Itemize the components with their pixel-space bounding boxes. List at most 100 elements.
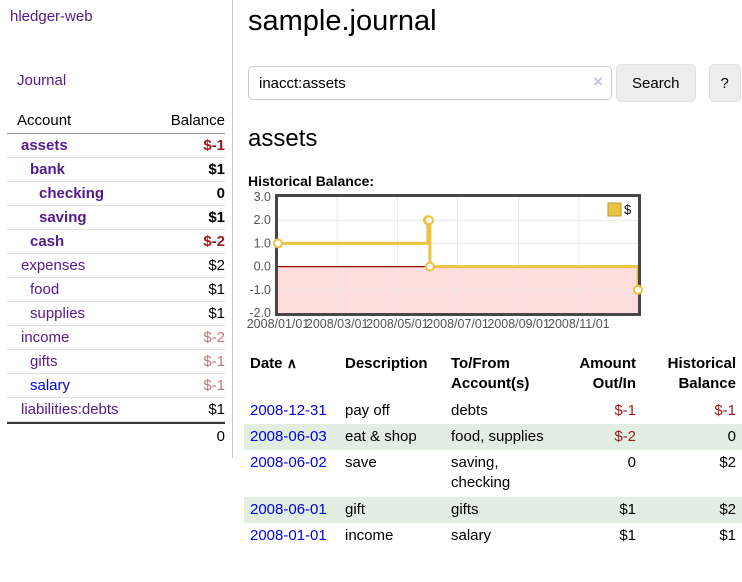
transaction-date-link[interactable]: 2008-06-02 <box>250 454 327 472</box>
transaction-description: pay off <box>345 401 390 419</box>
transaction-row: 2008-01-01 income salary $1 $1 <box>244 523 742 549</box>
account-row: salary $-1 <box>7 374 225 398</box>
sidebar-item-journal[interactable]: Journal <box>17 72 67 89</box>
transaction-amount: 0 <box>627 454 636 472</box>
transaction-date-link[interactable]: 2008-06-03 <box>250 427 327 445</box>
transaction-date-link[interactable]: 2008-01-01 <box>250 526 327 544</box>
svg-text:2008/11/01: 2008/11/01 <box>548 317 610 331</box>
account-row: checking 0 <box>7 182 225 206</box>
accounts-column-header: To/From Account(s) <box>451 355 530 392</box>
svg-text:-2.0: -2.0 <box>249 306 271 320</box>
register-table: Date ∧ Description To/From Account(s) Am… <box>244 352 742 549</box>
page-title: sample.journal <box>248 5 437 37</box>
account-balance: $1 <box>208 161 225 178</box>
transaction-row: 2008-06-02 save saving, checking 0 $2 <box>244 450 742 497</box>
balance-column-header-register: Historical Balance <box>667 355 736 392</box>
svg-text:2008/01/01: 2008/01/01 <box>247 317 310 331</box>
account-row: saving $1 <box>7 206 225 230</box>
account-balance: $-2 <box>203 329 225 346</box>
transaction-balance: 0 <box>727 427 736 445</box>
account-table-header: Account Balance <box>7 109 225 134</box>
chart-title: Historical Balance: <box>248 173 375 189</box>
svg-text:1.0: 1.0 <box>254 236 271 250</box>
account-link[interactable]: supplies <box>30 305 86 322</box>
transaction-date-link[interactable]: 2008-06-01 <box>250 500 327 518</box>
svg-text:2008/05/01: 2008/05/01 <box>366 317 429 331</box>
brand-link[interactable]: hledger-web <box>10 8 93 25</box>
transaction-accounts: salary <box>451 526 492 544</box>
account-link[interactable]: checking <box>39 185 105 202</box>
account-heading: assets <box>248 125 318 152</box>
clear-search-icon[interactable]: × <box>593 72 603 91</box>
account-row: food $1 <box>7 278 225 302</box>
account-row: income $-2 <box>7 326 225 350</box>
svg-text:2008/03/01: 2008/03/01 <box>306 317 369 331</box>
account-row: expenses $2 <box>7 254 225 278</box>
svg-text:0.0: 0.0 <box>254 260 271 274</box>
account-link[interactable]: saving <box>39 209 87 226</box>
transaction-description: eat & shop <box>345 427 417 445</box>
transaction-description: income <box>345 526 394 544</box>
account-balance: $-1 <box>203 353 225 370</box>
transaction-description: save <box>345 454 377 472</box>
transaction-accounts: food, supplies <box>451 427 544 445</box>
account-link[interactable]: income <box>21 329 70 346</box>
account-link[interactable]: expenses <box>21 257 86 274</box>
transaction-row: 2008-06-01 gift gifts $1 $2 <box>244 496 742 523</box>
account-row: gifts $-1 <box>7 350 225 374</box>
description-column-header: Description <box>345 355 428 372</box>
transaction-amount: $1 <box>619 500 636 518</box>
account-link[interactable]: bank <box>30 161 66 178</box>
account-balance: $-1 <box>203 137 225 154</box>
transaction-balance: $-1 <box>714 401 736 419</box>
account-link[interactable]: salary <box>30 377 71 394</box>
balance-column-header: Balance <box>170 112 225 129</box>
account-balance: $2 <box>208 257 225 274</box>
transaction-balance: $2 <box>719 454 736 472</box>
account-balance: $1 <box>208 209 225 226</box>
main-content: sample.journal × Search ? assets Histori… <box>244 0 742 549</box>
transaction-amount: $1 <box>619 526 636 544</box>
transaction-row: 2008-12-31 pay off debts $-1 $-1 <box>244 398 742 424</box>
transaction-accounts: saving, checking <box>451 454 511 492</box>
account-link[interactable]: cash <box>30 233 65 250</box>
svg-text:$: $ <box>624 202 632 217</box>
account-link[interactable]: liabilities:debts <box>21 401 119 418</box>
amount-column-header: Amount Out/In <box>579 355 636 392</box>
sidebar: hledger-web Journal Account Balance asse… <box>0 0 233 458</box>
svg-text:3.0: 3.0 <box>254 192 271 204</box>
transaction-accounts: debts <box>451 401 488 419</box>
transaction-amount: $-2 <box>614 427 636 445</box>
account-balance: $1 <box>208 401 225 418</box>
transaction-date-link[interactable]: 2008-12-31 <box>250 401 327 419</box>
total-balance: 0 <box>216 428 225 445</box>
account-row: cash $-2 <box>7 230 225 254</box>
date-column-header[interactable]: Date ∧ <box>244 352 339 398</box>
account-balance-table: Account Balance assets $-1 bank $1 <box>7 109 225 449</box>
account-row: supplies $1 <box>7 302 225 326</box>
svg-text:-1.0: -1.0 <box>249 283 271 297</box>
account-link[interactable]: food <box>30 281 60 298</box>
account-link[interactable]: gifts <box>30 353 58 370</box>
search-bar: × Search ? <box>248 64 742 102</box>
svg-text:2008/09/01: 2008/09/01 <box>487 317 550 331</box>
account-row: assets $-1 <box>7 134 225 158</box>
account-balance: $1 <box>208 305 225 322</box>
help-button[interactable]: ? <box>708 64 741 102</box>
search-input[interactable] <box>248 66 612 100</box>
transaction-amount: $-1 <box>614 401 636 419</box>
search-box: × <box>248 66 612 100</box>
account-link[interactable]: assets <box>21 137 68 154</box>
account-balance: $1 <box>208 281 225 298</box>
transaction-description: gift <box>345 500 366 518</box>
account-column-header: Account <box>17 112 72 129</box>
account-balance: 0 <box>216 185 225 202</box>
historical-balance-chart[interactable]: $3.0 2.0 1.0 0.0 -1.0 -2.02008/01/012008/03/0… <box>242 192 644 332</box>
transaction-balance: $1 <box>719 526 736 544</box>
transaction-accounts: gifts <box>451 500 479 518</box>
date-header-label: Date <box>250 355 283 372</box>
search-button[interactable]: Search <box>616 64 696 102</box>
svg-text:2008/07/01: 2008/07/01 <box>426 317 489 331</box>
register-header-row: Date ∧ Description To/From Account(s) Am… <box>244 352 742 398</box>
